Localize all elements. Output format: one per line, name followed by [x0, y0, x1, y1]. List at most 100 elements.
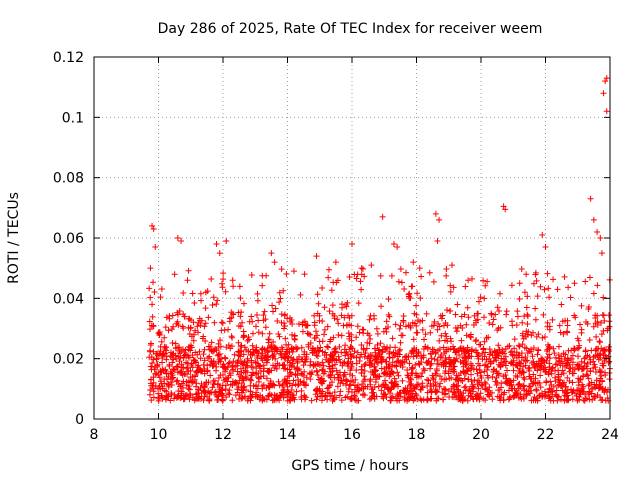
data-point — [474, 310, 481, 317]
data-point — [443, 306, 450, 313]
data-point — [569, 359, 576, 366]
data-point — [227, 345, 234, 352]
data-point — [229, 334, 236, 341]
data-point — [353, 275, 360, 282]
data-point — [225, 326, 232, 333]
data-point — [475, 360, 482, 367]
data-point — [599, 311, 606, 318]
data-point — [348, 364, 355, 371]
data-point — [355, 397, 362, 404]
data-point — [332, 361, 339, 368]
data-point — [163, 388, 170, 395]
data-point — [358, 286, 365, 293]
grid-lines — [94, 57, 610, 419]
data-point — [537, 392, 544, 399]
data-point — [181, 313, 188, 320]
data-point — [396, 346, 403, 353]
data-point — [388, 272, 395, 279]
data-point — [231, 351, 238, 358]
data-point — [474, 316, 481, 323]
data-point — [279, 382, 286, 389]
data-point — [289, 382, 296, 389]
data-point — [439, 312, 446, 319]
data-point — [269, 352, 276, 359]
data-point — [413, 392, 420, 399]
data-point — [314, 332, 321, 339]
data-point — [159, 385, 166, 392]
data-point — [574, 361, 581, 368]
data-point — [366, 355, 373, 362]
data-point — [173, 355, 180, 362]
data-point — [371, 363, 378, 370]
data-point — [417, 295, 424, 302]
data-point — [334, 383, 341, 390]
data-point — [249, 330, 256, 337]
data-point — [469, 275, 476, 282]
data-point — [436, 337, 443, 344]
data-point — [595, 385, 602, 392]
data-point — [436, 216, 443, 223]
data-point — [557, 329, 564, 336]
data-point — [328, 287, 335, 294]
data-point — [565, 396, 572, 403]
data-point — [399, 358, 406, 365]
data-point — [490, 366, 497, 373]
data-point — [448, 338, 455, 345]
data-point — [247, 376, 254, 383]
data-point — [215, 340, 222, 347]
data-point — [341, 314, 348, 321]
data-point — [219, 284, 226, 291]
data-point — [446, 307, 453, 314]
data-point — [552, 361, 559, 368]
data-point — [555, 393, 562, 400]
data-point — [450, 394, 457, 401]
data-point — [533, 277, 540, 284]
data-point — [275, 378, 282, 385]
data-point — [368, 262, 375, 269]
data-point — [329, 357, 336, 364]
data-point — [427, 365, 434, 372]
data-point — [248, 313, 255, 320]
data-point — [208, 389, 215, 396]
data-point — [186, 396, 193, 403]
data-point — [283, 341, 290, 348]
data-point — [463, 332, 470, 339]
data-point — [255, 374, 262, 381]
data-point — [583, 318, 590, 325]
data-point — [372, 376, 379, 383]
data-point — [526, 383, 533, 390]
data-point — [195, 386, 202, 393]
data-point — [409, 365, 416, 372]
data-point — [253, 311, 260, 318]
data-point — [452, 311, 459, 318]
data-point — [276, 397, 283, 404]
data-point — [586, 381, 593, 388]
data-point — [240, 300, 247, 307]
data-point — [598, 397, 605, 404]
data-point — [210, 347, 217, 354]
data-point — [325, 358, 332, 365]
data-point — [193, 391, 200, 398]
data-point — [194, 351, 201, 358]
data-point — [431, 356, 438, 363]
data-point — [370, 312, 377, 319]
data-point — [532, 305, 539, 312]
data-point — [533, 333, 540, 340]
data-point — [248, 272, 255, 279]
data-point — [414, 317, 421, 324]
data-point — [353, 367, 360, 374]
data-point — [299, 328, 306, 335]
data-point — [434, 360, 441, 367]
data-point — [147, 294, 154, 301]
data-point — [292, 371, 299, 378]
data-point — [239, 375, 246, 382]
data-point — [297, 291, 304, 298]
data-point — [550, 276, 557, 283]
data-point — [388, 379, 395, 386]
data-point — [424, 383, 431, 390]
data-point — [220, 276, 227, 283]
data-point — [532, 375, 539, 382]
x-tick-label: 20 — [472, 427, 490, 443]
data-point — [411, 310, 418, 317]
data-point — [174, 363, 181, 370]
